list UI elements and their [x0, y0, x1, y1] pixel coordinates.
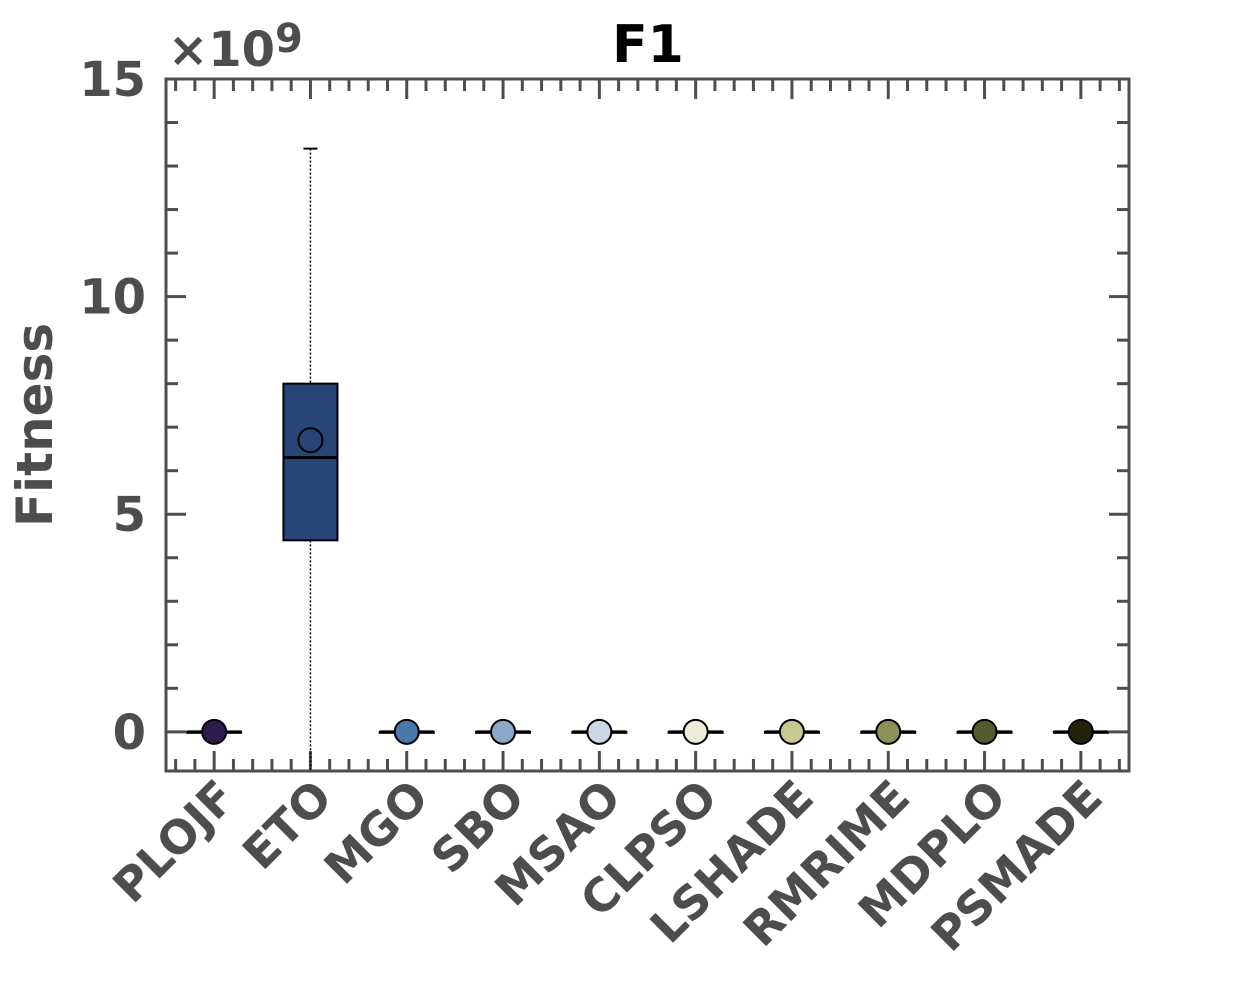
y-tick-label: 5	[113, 487, 146, 543]
exponent-power: 9	[275, 16, 303, 62]
mean-marker	[393, 718, 420, 745]
box-clpso	[667, 718, 724, 745]
y-tick-label: 0	[113, 705, 146, 761]
plot-area	[166, 77, 1129, 772]
y-tick-labels: 0 5 10 15	[79, 52, 146, 761]
x-tick-label-plojf: PLOJF	[102, 770, 246, 914]
box-sbo	[475, 718, 532, 745]
mean-marker	[1067, 718, 1094, 745]
y-axis-label: Fitness	[6, 323, 64, 527]
box-iqr	[282, 382, 339, 542]
y-tick-label: 15	[79, 52, 146, 108]
box-rmrime	[860, 718, 917, 745]
chart-title: F1	[612, 15, 684, 75]
y-tick-label: 10	[79, 270, 146, 326]
box-lshade	[763, 718, 820, 745]
mean-marker	[971, 718, 998, 745]
box-mgo	[378, 718, 435, 745]
mean-marker	[875, 718, 902, 745]
plot-frame	[164, 77, 1131, 773]
x-tick-labels: PLOJFETOMGOSBOMSAOCLPSOLSHADERMRIMEMDPLO…	[102, 770, 1112, 962]
mean-marker	[778, 718, 805, 745]
box-psmade	[1052, 718, 1109, 745]
box-msao	[571, 718, 628, 745]
mean-marker	[490, 718, 517, 745]
box-plojf	[186, 718, 243, 745]
mean-marker	[682, 718, 709, 745]
box-eto	[282, 147, 339, 772]
mean-marker	[297, 427, 324, 454]
box-mdplo	[956, 718, 1013, 745]
x-tick-label-mgo: MGO	[314, 770, 439, 895]
mean-marker	[586, 718, 613, 745]
y-axis-exponent: ×109	[168, 16, 303, 78]
exponent-base: ×10	[168, 22, 275, 78]
mean-marker	[201, 718, 228, 745]
